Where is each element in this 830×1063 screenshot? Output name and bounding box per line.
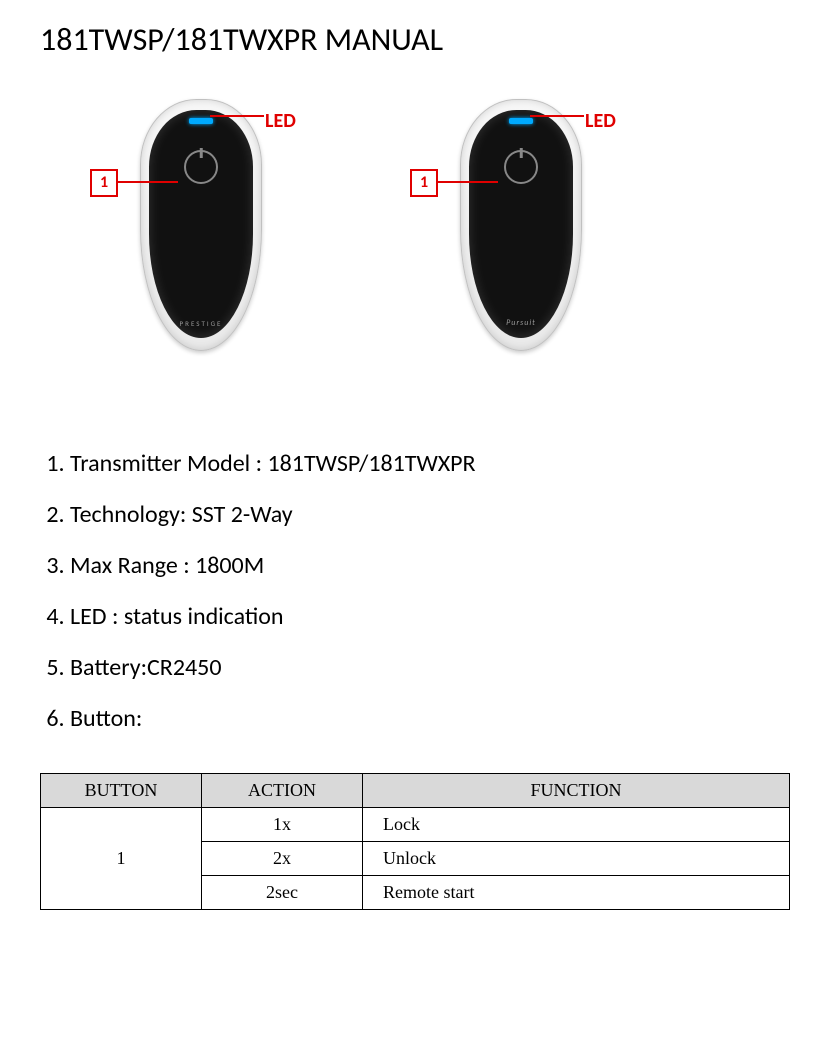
led-indicator xyxy=(509,118,533,124)
spec-item: LED : status indication xyxy=(70,602,790,631)
spec-list: Transmitter Model : 181TWSP/181TWXPR Tec… xyxy=(40,449,790,733)
power-icon xyxy=(184,150,218,184)
page-title: 181TWSP/181TWXPR MANUAL xyxy=(40,20,790,59)
power-icon xyxy=(504,150,538,184)
action-cell: 2sec xyxy=(202,876,363,910)
remote-diagram-prestige: PRESTIGE LED 1 xyxy=(80,89,340,389)
remote-diagrams: PRESTIGE LED 1 Pursuit LED 1 xyxy=(80,89,790,389)
callout-button-label: 1 xyxy=(90,169,118,197)
fob-face: PRESTIGE xyxy=(149,110,253,338)
table-row: 1 1x Lock xyxy=(41,808,790,842)
table-header-button: BUTTON xyxy=(41,774,202,808)
table-header-function: FUNCTION xyxy=(363,774,790,808)
remote-diagram-pursuit: Pursuit LED 1 xyxy=(400,89,660,389)
table-header-action: ACTION xyxy=(202,774,363,808)
spec-item: Button: xyxy=(70,704,790,733)
spec-item: Battery:CR2450 xyxy=(70,653,790,682)
callout-led-line xyxy=(530,115,584,117)
button-cell: 1 xyxy=(41,808,202,910)
action-cell: 1x xyxy=(202,808,363,842)
callout-led-line xyxy=(210,115,264,117)
spec-item: Max Range : 1800M xyxy=(70,551,790,580)
function-cell: Unlock xyxy=(363,842,790,876)
fob-outline: PRESTIGE xyxy=(140,99,262,351)
callout-button-label: 1 xyxy=(410,169,438,197)
fob-outline: Pursuit xyxy=(460,99,582,351)
function-cell: Lock xyxy=(363,808,790,842)
button-function-table: BUTTON ACTION FUNCTION 1 1x Lock 2x Unlo… xyxy=(40,773,790,910)
led-indicator xyxy=(189,118,213,124)
callout-button-line xyxy=(436,181,498,183)
fob-face: Pursuit xyxy=(469,110,573,338)
callout-led-label: LED xyxy=(585,109,616,133)
function-cell: Remote start xyxy=(363,876,790,910)
spec-item: Transmitter Model : 181TWSP/181TWXPR xyxy=(70,449,790,478)
brand-label: Pursuit xyxy=(506,318,536,328)
action-cell: 2x xyxy=(202,842,363,876)
spec-item: Technology: SST 2-Way xyxy=(70,500,790,529)
brand-label: PRESTIGE xyxy=(180,319,223,328)
table-header-row: BUTTON ACTION FUNCTION xyxy=(41,774,790,808)
callout-button-line xyxy=(116,181,178,183)
callout-led-label: LED xyxy=(265,109,296,133)
